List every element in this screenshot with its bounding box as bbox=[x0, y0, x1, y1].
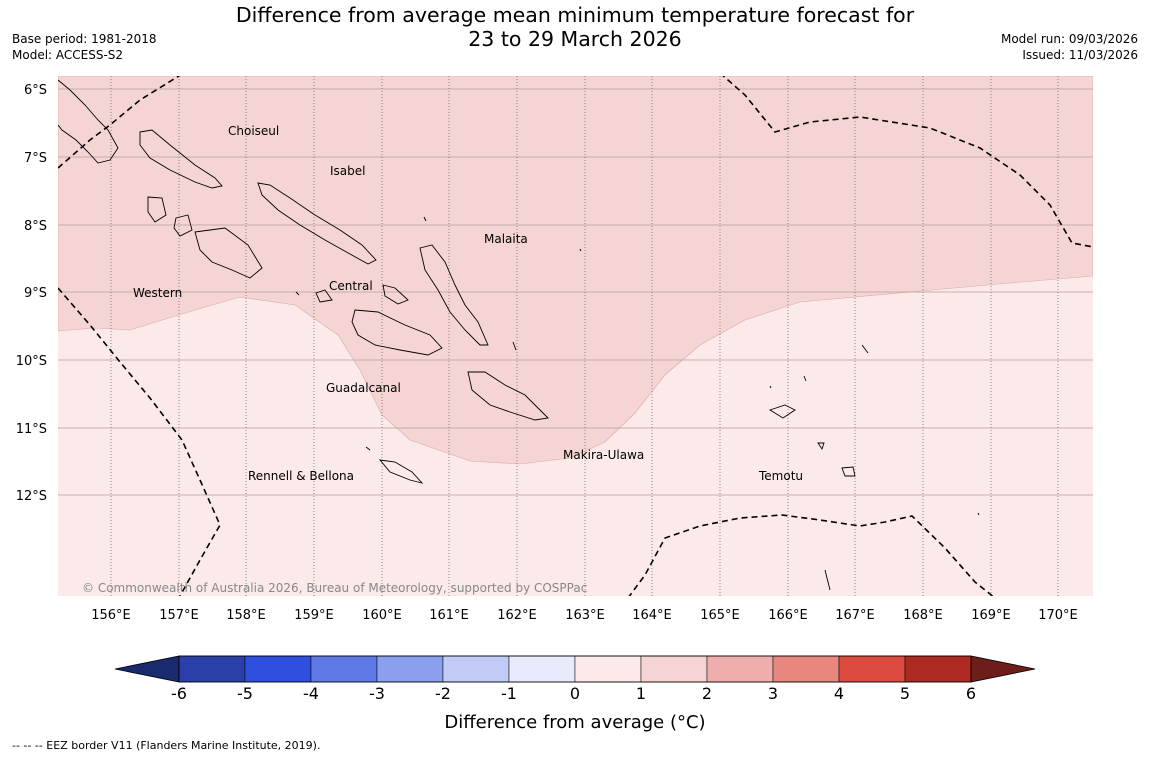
latitude-gridlines bbox=[58, 88, 1093, 496]
colorbar-segment bbox=[706, 655, 774, 683]
model-run: Model run: 09/03/2026 bbox=[1000, 32, 1138, 46]
lon-label: 170°E bbox=[1038, 608, 1078, 623]
colorbar-segment bbox=[772, 655, 840, 683]
colorbar-segment bbox=[904, 655, 972, 683]
label-malaita: Malaita bbox=[484, 232, 528, 246]
lon-label: 156°E bbox=[91, 608, 131, 623]
lat-label: 11°S bbox=[16, 422, 47, 437]
colorbar-segments bbox=[178, 655, 972, 683]
isabel-coast bbox=[257, 182, 377, 265]
colorbar-tick: 0 bbox=[570, 684, 580, 703]
small-islands bbox=[295, 216, 980, 591]
lon-label: 162°E bbox=[497, 608, 537, 623]
coastlines bbox=[58, 79, 980, 591]
guadalcanal-coast bbox=[351, 309, 443, 356]
lon-label: 157°E bbox=[159, 608, 199, 623]
eez-borders bbox=[58, 76, 1093, 596]
colorbar-tick: 3 bbox=[768, 684, 778, 703]
lon-label: 166°E bbox=[768, 608, 808, 623]
colorbar-tick: 4 bbox=[834, 684, 844, 703]
colorbar-extend-low bbox=[114, 655, 180, 683]
copyright-notice: © Commonwealth of Australia 2026, Bureau… bbox=[82, 581, 587, 595]
colorbar-tick: 6 bbox=[966, 684, 976, 703]
colorbar-segment bbox=[244, 655, 312, 683]
colorbar-outline bbox=[178, 655, 972, 683]
lon-label: 158°E bbox=[226, 608, 266, 623]
new-georgia-coast bbox=[147, 196, 263, 279]
lon-label: 164°E bbox=[632, 608, 672, 623]
santa-cruz-coast bbox=[768, 404, 856, 477]
issued-date: Issued: 11/03/2026 bbox=[1022, 48, 1138, 62]
label-central: Central bbox=[329, 279, 373, 293]
title-line-1: Difference from average mean minimum tem… bbox=[235, 3, 915, 27]
meta-left: Base period: 1981-2018 Model: ACCESS-S2 bbox=[12, 31, 157, 63]
colorbar-tick: 5 bbox=[900, 684, 910, 703]
base-period: Base period: 1981-2018 bbox=[12, 32, 157, 46]
colorbar-tick: 2 bbox=[702, 684, 712, 703]
lon-label: 160°E bbox=[362, 608, 402, 623]
lon-label: 165°E bbox=[700, 608, 740, 623]
lat-label: 7°S bbox=[24, 151, 47, 166]
colorbar-tick: -3 bbox=[369, 684, 385, 703]
lon-label: 167°E bbox=[835, 608, 875, 623]
lat-label: 9°S bbox=[24, 286, 47, 301]
colorbar-segment bbox=[640, 655, 708, 683]
colorbar-extend-high bbox=[970, 655, 1036, 683]
label-isabel: Isabel bbox=[330, 164, 365, 178]
lon-label: 159°E bbox=[294, 608, 334, 623]
lon-label: 169°E bbox=[971, 608, 1011, 623]
lon-label: 168°E bbox=[903, 608, 943, 623]
nggela-coast bbox=[315, 284, 409, 305]
colorbar: -6 -5 -4 -3 -2 -1 0 1 2 3 4 5 6 Differen… bbox=[114, 655, 1036, 733]
malaita-coast bbox=[419, 244, 489, 346]
lon-label: 161°E bbox=[429, 608, 469, 623]
colorbar-tick: -1 bbox=[501, 684, 517, 703]
title-line-2: 23 to 29 March 2026 bbox=[468, 27, 682, 51]
lat-label: 6°S bbox=[24, 83, 47, 98]
label-western: Western bbox=[133, 286, 182, 300]
label-temotu: Temotu bbox=[758, 469, 803, 483]
colorbar-segment bbox=[376, 655, 444, 683]
colorbar-segment bbox=[442, 655, 510, 683]
label-makira-ulawa: Makira-Ulawa bbox=[563, 448, 644, 462]
colorbar-tick: -2 bbox=[435, 684, 451, 703]
colorbar-segment bbox=[574, 655, 642, 683]
colorbar-tick: -6 bbox=[171, 684, 187, 703]
rennell-coast bbox=[378, 459, 424, 484]
colorbar-segment bbox=[178, 655, 246, 683]
map-figure: Choiseul Isabel Malaita Western Central … bbox=[16, 76, 1093, 733]
makira-coast bbox=[467, 371, 549, 421]
colorbar-segment bbox=[310, 655, 378, 683]
model-name: Model: ACCESS-S2 bbox=[12, 48, 124, 62]
colorbar-title: Difference from average (°C) bbox=[444, 712, 705, 733]
label-rennell-bellona: Rennell & Bellona bbox=[248, 469, 354, 483]
meta-right: Model run: 09/03/2026 Issued: 11/03/2026 bbox=[1001, 31, 1138, 63]
colorbar-ticks: -6 -5 -4 -3 -2 -1 0 1 2 3 4 5 6 bbox=[171, 684, 976, 703]
map-panel: Choiseul Isabel Malaita Western Central … bbox=[58, 76, 1093, 596]
colorbar-segment bbox=[838, 655, 906, 683]
lon-label: 163°E bbox=[565, 608, 605, 623]
choiseul-coast bbox=[139, 129, 223, 189]
label-guadalcanal: Guadalcanal bbox=[326, 381, 401, 395]
colorbar-tick: 1 bbox=[636, 684, 646, 703]
label-choiseul: Choiseul bbox=[228, 124, 279, 138]
lat-label: 8°S bbox=[24, 219, 47, 234]
lat-label: 12°S bbox=[16, 489, 47, 504]
latitude-labels: 6°S 7°S 8°S 9°S 10°S 11°S 12°S bbox=[16, 83, 47, 504]
longitude-labels: 156°E 157°E 158°E 159°E 160°E 161°E 162°… bbox=[91, 608, 1078, 623]
lat-label: 10°S bbox=[16, 354, 47, 369]
bougainville-coast bbox=[58, 79, 119, 164]
colorbar-tick: -5 bbox=[237, 684, 253, 703]
chart-title: Difference from average mean minimum tem… bbox=[0, 3, 1150, 51]
colorbar-segment bbox=[508, 655, 576, 683]
colorbar-tick: -4 bbox=[303, 684, 319, 703]
eez-footnote: -- -- -- EEZ border V11 (Flanders Marine… bbox=[12, 739, 321, 752]
